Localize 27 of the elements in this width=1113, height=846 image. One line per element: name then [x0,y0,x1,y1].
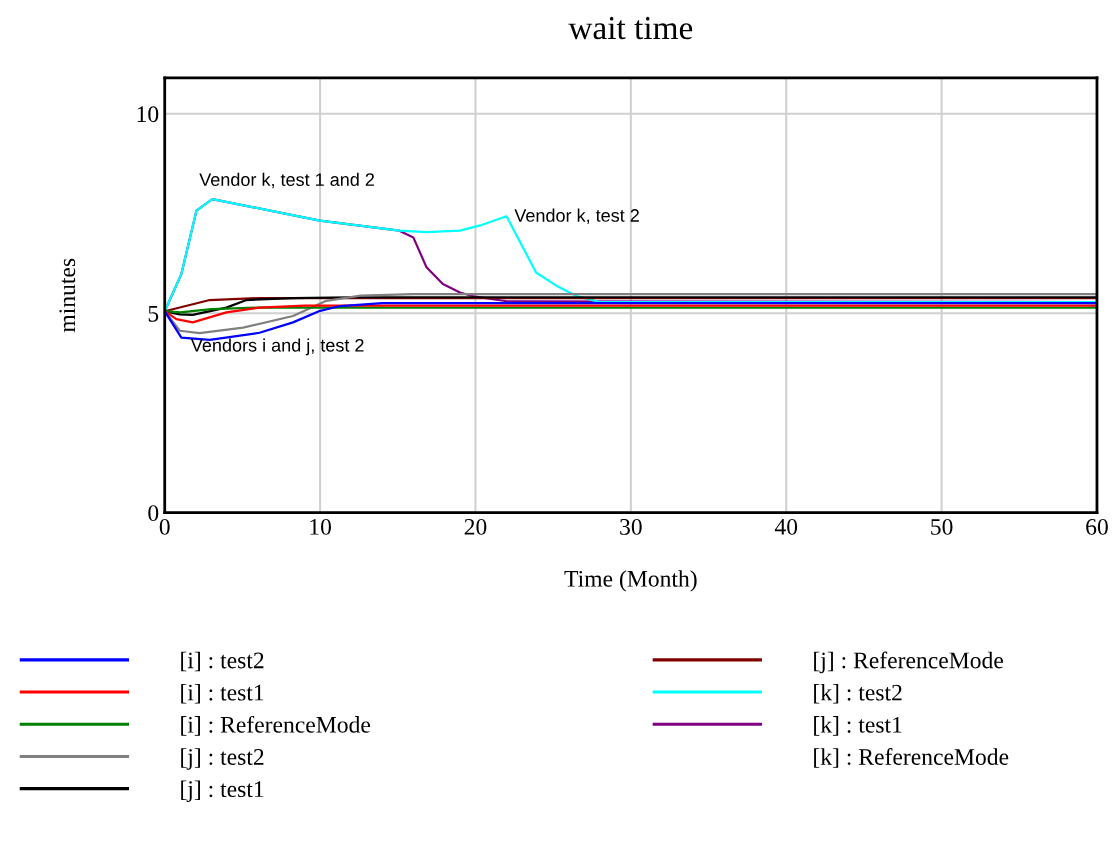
legend-label: [k] : test2 [814,683,902,704]
x-tick-label: 40 [774,518,798,535]
x-tick-label: 50 [931,518,953,535]
line-series [164,198,1097,313]
annotation: Vendor k, test 1 and 2 [199,172,374,189]
x-tick-label: 20 [464,518,487,535]
line-series [164,304,1097,324]
y-axis-title: minutes [59,258,76,333]
x-tick-label: 60 [1086,518,1108,535]
x-tick-label: 10 [310,518,331,535]
x-tick-label: 30 [620,518,642,535]
legend-label: [k] : test1 [814,716,902,736]
legend-label: [i] : ReferenceMode [181,715,371,736]
text: [k] : ReferenceMode [814,748,1009,768]
legend-label: [i] : test2 [181,651,264,672]
legend-label: [j] : test1 [181,780,264,802]
chart-title: wait time [568,16,693,40]
y-tick-label: 0 [148,505,159,522]
legend-label: [j] : ReferenceMode [814,651,1003,674]
x-axis-title: Time (Month) [564,570,697,592]
legend-label: [i] : test1 [181,683,264,704]
x-tick-label: 0 [159,518,170,535]
y-tick-label: 10 [137,106,159,123]
legend-label: [j] : test2 [181,748,264,770]
annotation: Vendor k, test 2 [514,208,639,224]
annotation: Vendors i and j, test 2 [190,338,364,356]
y-tick-label: 5 [148,305,159,322]
